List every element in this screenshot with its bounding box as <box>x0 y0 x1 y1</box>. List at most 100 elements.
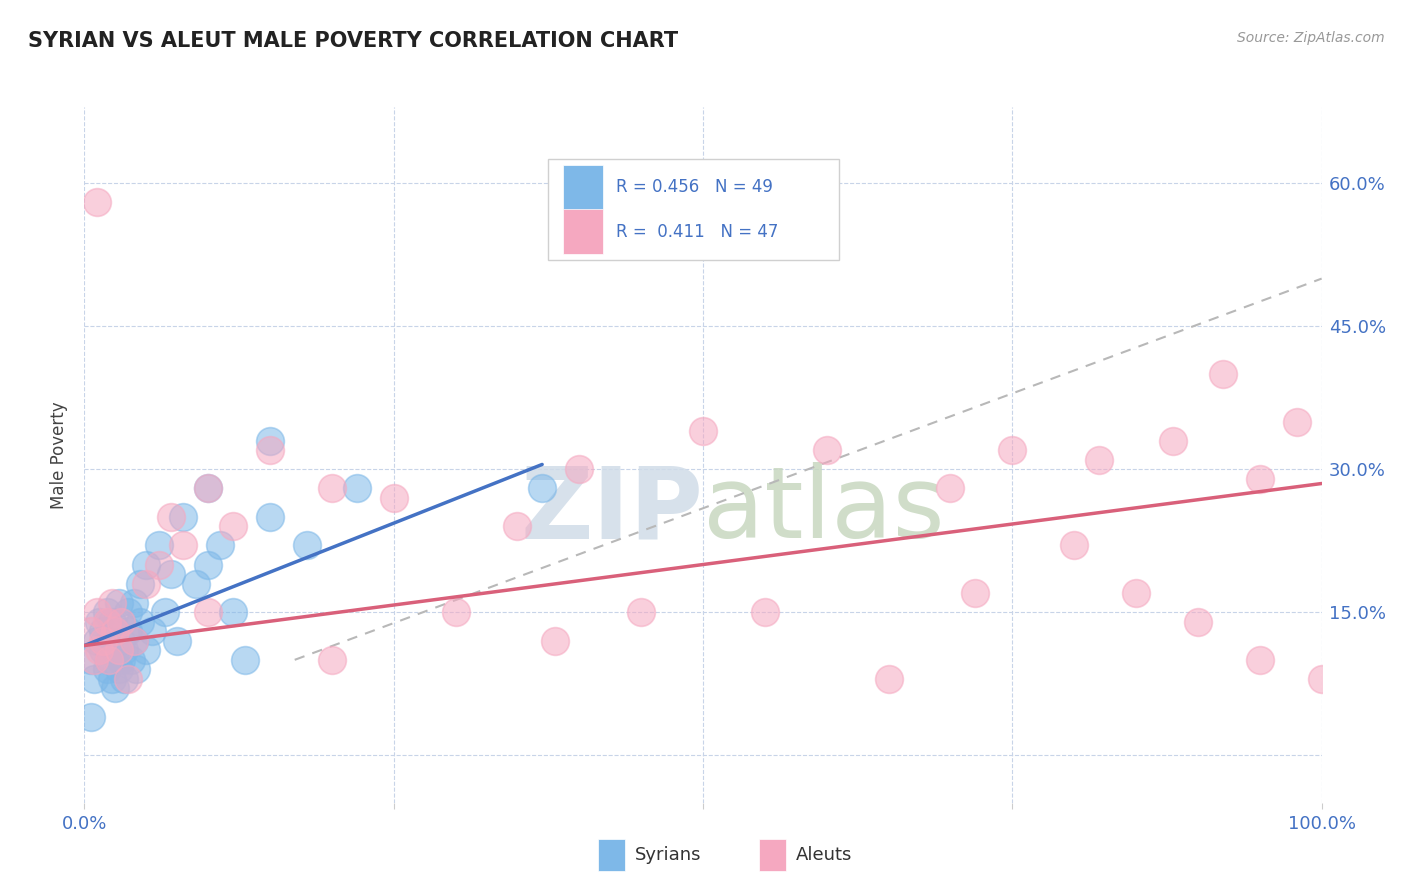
Point <box>96 662 118 676</box>
Point <box>96 615 118 629</box>
Text: R = 0.456   N = 49: R = 0.456 N = 49 <box>616 178 773 196</box>
Point <box>104 643 127 657</box>
Point <box>222 519 245 533</box>
Text: ZIP: ZIP <box>520 462 703 559</box>
FancyBboxPatch shape <box>548 159 839 260</box>
Point <box>91 643 114 657</box>
Point <box>259 434 281 448</box>
Point <box>1249 653 1271 667</box>
Point <box>160 567 183 582</box>
Point <box>83 672 105 686</box>
Point <box>122 633 145 648</box>
Point <box>125 662 148 676</box>
Text: Aleuts: Aleuts <box>796 846 852 864</box>
Point <box>197 558 219 572</box>
Point <box>129 576 152 591</box>
Point <box>259 509 281 524</box>
Point <box>135 576 157 591</box>
Point <box>110 615 132 629</box>
Point <box>965 586 987 600</box>
Text: atlas: atlas <box>703 462 945 559</box>
Point <box>1187 615 1209 629</box>
Point <box>112 672 135 686</box>
Point <box>79 624 101 639</box>
Point <box>197 605 219 619</box>
Point <box>120 653 142 667</box>
Point <box>79 710 101 724</box>
Point <box>1212 367 1234 381</box>
Point <box>295 539 318 553</box>
Point <box>222 605 245 619</box>
Text: R =  0.411   N = 47: R = 0.411 N = 47 <box>616 223 779 241</box>
Point <box>79 653 101 667</box>
Point <box>321 653 343 667</box>
Point <box>815 443 838 458</box>
Point <box>1001 443 1024 458</box>
Point <box>321 481 343 495</box>
Point <box>259 443 281 458</box>
Point <box>108 596 131 610</box>
FancyBboxPatch shape <box>598 839 626 871</box>
Point <box>346 481 368 495</box>
Text: Source: ZipAtlas.com: Source: ZipAtlas.com <box>1237 31 1385 45</box>
Point <box>184 576 207 591</box>
Point <box>1125 586 1147 600</box>
Point <box>117 605 139 619</box>
Point <box>148 558 170 572</box>
Point <box>100 596 122 610</box>
Point <box>89 615 111 629</box>
Point <box>108 643 131 657</box>
Point <box>141 624 163 639</box>
Point <box>91 624 114 639</box>
Point <box>1063 539 1085 553</box>
FancyBboxPatch shape <box>564 165 603 211</box>
Point <box>86 633 108 648</box>
Point <box>506 519 529 533</box>
Point <box>531 481 554 495</box>
Point <box>112 643 135 657</box>
Point <box>1161 434 1184 448</box>
Point <box>630 605 652 619</box>
Point <box>100 615 122 629</box>
Point <box>1310 672 1333 686</box>
Point <box>172 509 194 524</box>
Text: SYRIAN VS ALEUT MALE POVERTY CORRELATION CHART: SYRIAN VS ALEUT MALE POVERTY CORRELATION… <box>28 31 678 51</box>
Point <box>108 662 131 676</box>
Y-axis label: Male Poverty: Male Poverty <box>51 401 69 508</box>
Point <box>91 633 114 648</box>
Point <box>148 539 170 553</box>
Point <box>1249 472 1271 486</box>
Point <box>135 643 157 657</box>
FancyBboxPatch shape <box>564 210 603 254</box>
Point <box>104 681 127 696</box>
Point <box>89 643 111 657</box>
FancyBboxPatch shape <box>759 839 786 871</box>
Point <box>117 672 139 686</box>
Point <box>568 462 591 476</box>
Text: Syrians: Syrians <box>636 846 702 864</box>
Point <box>172 539 194 553</box>
Point <box>233 653 256 667</box>
Point <box>543 633 565 648</box>
Point <box>122 633 145 648</box>
Point <box>117 624 139 639</box>
Point <box>197 481 219 495</box>
Point <box>104 624 127 639</box>
Point <box>166 633 188 648</box>
Point <box>153 605 176 619</box>
Point <box>197 481 219 495</box>
Point <box>209 539 232 553</box>
Point <box>444 605 467 619</box>
Point <box>135 558 157 572</box>
Point <box>122 596 145 610</box>
Point <box>129 615 152 629</box>
Point <box>110 653 132 667</box>
Point <box>160 509 183 524</box>
Point <box>100 672 122 686</box>
Point <box>1285 415 1308 429</box>
Point <box>692 424 714 438</box>
Point <box>83 653 105 667</box>
Point <box>86 195 108 210</box>
Point <box>877 672 900 686</box>
Point <box>1088 452 1111 467</box>
